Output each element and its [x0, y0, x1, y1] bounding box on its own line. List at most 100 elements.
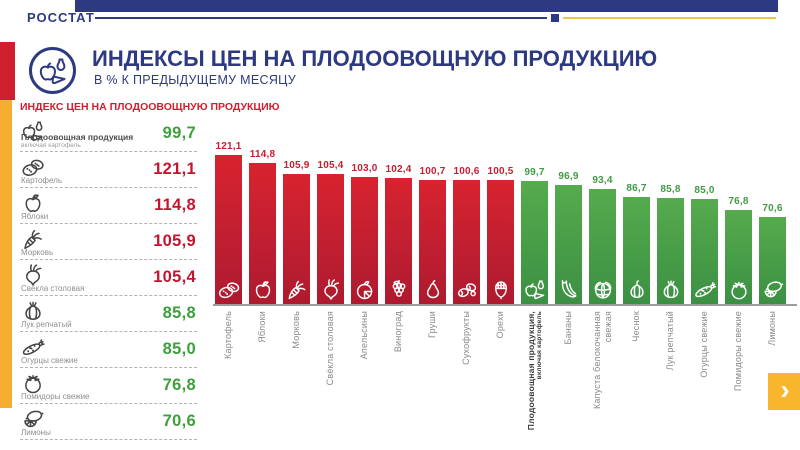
- next-slide-button[interactable]: ›: [768, 373, 800, 410]
- bar-category-label: Картофель: [223, 311, 234, 359]
- sidebar-index-list: Плодоовощная продукция включая картофель 9…: [20, 116, 197, 440]
- nut-icon: [488, 277, 513, 302]
- bar-value-label: 100,5: [487, 166, 514, 177]
- bar-value-label: 103,0: [351, 163, 378, 174]
- sidebar-item: Яблоки 114,8: [20, 188, 197, 224]
- chart-bar: [453, 180, 480, 304]
- bar-value-label: 86,7: [626, 183, 647, 194]
- fruits-icon: [29, 47, 76, 94]
- bar-category-label: Апельсины: [359, 311, 370, 360]
- dried-fruits-icon: [454, 277, 479, 302]
- bar-value-label: 105,9: [283, 160, 310, 171]
- carrot-icon: [20, 226, 46, 252]
- bar-value-label: 102,4: [385, 164, 412, 175]
- page-subtitle: В % К ПРЕДЫДУЩЕМУ МЕСЯЦУ: [94, 73, 296, 87]
- chart-bar: [351, 177, 378, 304]
- bar-category-label: Чеснок: [631, 311, 642, 342]
- chart-bar: [657, 198, 684, 304]
- chart-bar: [589, 189, 616, 304]
- sidebar-item-label: Морковь: [21, 248, 54, 257]
- sidebar-item-sublabel: включая картофель: [21, 142, 81, 149]
- bar-category-label: Лимоны: [767, 311, 778, 346]
- apple-icon: [20, 190, 46, 216]
- chart-bar: [419, 180, 446, 304]
- chart-bar: [385, 178, 412, 304]
- sidebar-item-label: Лук репчатый: [21, 320, 72, 329]
- sidebar-item: Лук репчатый 85,8: [20, 296, 197, 332]
- sidebar-item-label: Свёкла столовая: [21, 284, 85, 293]
- top-bar: [75, 0, 778, 12]
- sidebar-item-value: 99,7: [162, 124, 196, 142]
- fruits-icon: [522, 277, 547, 302]
- sidebar-item: Лимоны 70,6: [20, 404, 197, 440]
- cabbage-icon: [590, 277, 615, 302]
- fruits-icon: [20, 118, 46, 144]
- bar-value-label: 85,8: [660, 184, 681, 195]
- sidebar-item-value: 85,8: [162, 304, 196, 322]
- bar-value-label: 99,7: [524, 167, 545, 178]
- sidebar-title: ИНДЕКС ЦЕН НА ПЛОДООВОЩНУЮ ПРОДУКЦИЮ: [20, 101, 280, 113]
- page-title: ИНДЕКСЫ ЦЕН НА ПЛОДООВОЩНУЮ ПРОДУКЦИЮ: [92, 46, 658, 71]
- sidebar-item-label: Картофель: [21, 176, 63, 185]
- bar-value-label: 85,0: [694, 185, 715, 196]
- tomato-icon: [726, 277, 751, 302]
- sidebar-item: Плодоовощная продукция включая картофель 9…: [20, 116, 197, 152]
- bar-category-label: Виноград: [393, 311, 404, 353]
- sidebar-item-value: 105,9: [153, 232, 196, 250]
- chart-bar: [249, 163, 276, 304]
- bar-value-label: 105,4: [317, 160, 344, 171]
- bar-value-label: 100,6: [453, 166, 480, 177]
- chart-bar: [555, 185, 582, 304]
- pear-icon: [420, 277, 445, 302]
- chart-bar: [215, 155, 242, 304]
- potato-icon: [20, 154, 46, 180]
- chart-bar: [521, 181, 548, 304]
- chart-bar: [691, 199, 718, 304]
- orange-icon: [352, 277, 377, 302]
- bar-category-label: Свёкла столовая: [325, 311, 336, 386]
- sidebar-item: Свёкла столовая 105,4: [20, 260, 197, 296]
- bar-category-label: Огурцы свежие: [699, 311, 710, 378]
- cucumber-icon: [692, 277, 717, 302]
- chart-bar: [725, 210, 752, 304]
- potato-icon: [216, 277, 241, 302]
- lemon-icon: [20, 406, 46, 432]
- beet-icon: [20, 262, 46, 288]
- sidebar-item-label: Лимоны: [21, 428, 51, 437]
- bar-value-label: 114,8: [249, 149, 276, 160]
- yellow-accent-strip: [0, 100, 12, 408]
- sidebar-item: Морковь 105,9: [20, 224, 197, 260]
- bar-category-label: Лук репчатый: [665, 311, 676, 371]
- chart-bar: [623, 197, 650, 304]
- sidebar-item-value: 105,4: [153, 268, 196, 286]
- bar-category-label: Сухофрукты: [461, 311, 472, 365]
- sidebar-item-value: 85,0: [162, 340, 196, 358]
- brand-logo-text: РОССТАТ: [27, 10, 95, 25]
- divider-line-navy: [95, 17, 547, 19]
- sidebar-item: Картофель 121,1: [20, 152, 197, 188]
- grapes-icon: [386, 277, 411, 302]
- divider-line-yellow: [563, 17, 776, 19]
- onion-icon: [20, 298, 46, 324]
- bar-value-label: 96,9: [558, 171, 579, 182]
- carrot-icon: [284, 277, 309, 302]
- divider-square: [551, 14, 559, 22]
- chart-bar: [283, 174, 310, 304]
- onion-icon: [658, 277, 683, 302]
- bar-category-label: Бананы: [563, 311, 574, 345]
- bar-category-label: Груши: [427, 311, 438, 339]
- sidebar-item-value: 76,8: [162, 376, 196, 394]
- sidebar-item: Огурцы свежие 85,0: [20, 332, 197, 368]
- chart-axis-line: [213, 304, 797, 306]
- chart-bar: [759, 217, 786, 304]
- bar-chart: 121,1 Картофель 114,8 Яблоки 105,9 Морковь 105…: [213, 0, 800, 450]
- banana-icon: [556, 277, 581, 302]
- garlic-icon: [624, 277, 649, 302]
- cucumber-icon: [20, 334, 46, 360]
- sidebar-item-value: 114,8: [154, 196, 196, 214]
- tomato-icon: [20, 370, 46, 396]
- bar-category-label: Орехи: [495, 311, 506, 339]
- sidebar-item-label: Плодоовощная продукция: [21, 132, 134, 142]
- apple-icon: [250, 277, 275, 302]
